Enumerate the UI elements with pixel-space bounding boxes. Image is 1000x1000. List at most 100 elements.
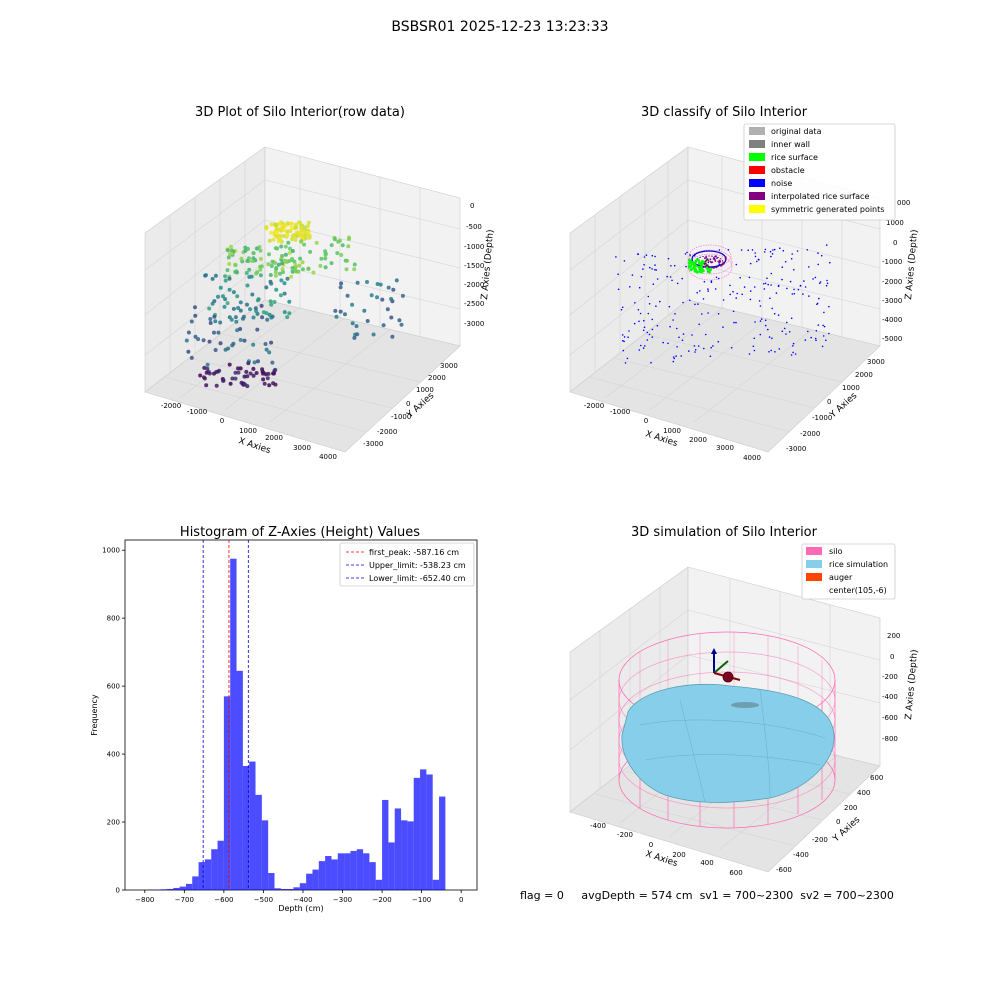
classify-rice-surface-point [688, 261, 691, 265]
raw-ytick: -2000 [377, 428, 397, 436]
raw-ytick: 3000 [440, 362, 458, 370]
raw-ytick: -1000 [391, 413, 411, 421]
histogram-bar [249, 761, 256, 890]
classify-interpolated-point [715, 255, 717, 258]
classify-ytick: -2000 [800, 430, 820, 438]
classify-ztick: -1000 [882, 258, 902, 266]
raw-data-point [228, 381, 233, 386]
classify-noise-point [792, 342, 795, 345]
raw-x-ticks: -2000 -1000 0 1000 2000 3000 4000 [161, 402, 337, 461]
classify-noise-point [764, 319, 767, 322]
classify-noise-point [729, 284, 731, 287]
raw-data-point [212, 314, 217, 319]
histogram-bar [299, 883, 307, 890]
classify-noise-point [758, 300, 761, 302]
raw-data-point [273, 270, 278, 275]
classify-noise-point [710, 280, 713, 282]
raw-data-point [226, 346, 231, 351]
classify-noise-point [793, 292, 796, 295]
histogram-bar [375, 879, 383, 890]
classify-noise-point [682, 301, 684, 304]
histogram-xtick-label: −700 [175, 896, 194, 904]
raw-data-point [298, 232, 303, 236]
raw-data-point [258, 267, 263, 272]
raw-data-point [261, 310, 266, 315]
classify-ztick: -4000 [882, 316, 902, 324]
classify-legend: original data inner wall rice surface obsta… [743, 123, 896, 221]
classify-noise-point [730, 347, 733, 349]
simulation-legend-swatch [806, 573, 822, 581]
classify-ztick-partial: 000 [897, 199, 910, 207]
histogram-bar [426, 774, 433, 890]
simulation-ytick: 200 [844, 804, 857, 812]
simulation-ytick: 0 [836, 818, 840, 826]
raw-data-point [290, 269, 295, 274]
raw-data-point [282, 310, 287, 315]
classify-noise-point [818, 282, 821, 285]
classify-legend-swatch [749, 179, 765, 187]
histogram-x-ticks: −800 −700 −600 −500 −400 −300 −200 −100 0 [135, 890, 463, 904]
raw-data-point [306, 267, 311, 271]
classify-xtick: -1000 [610, 408, 630, 416]
classify-noise-point [694, 351, 696, 353]
histogram-xtick-label: −200 [372, 896, 391, 904]
raw-data-point [244, 369, 249, 374]
classify-noise-point [717, 277, 720, 280]
classify-noise-point [694, 349, 697, 351]
classify-interpolated-point [712, 267, 715, 269]
raw-ztick: -1000 [464, 243, 484, 251]
classify-noise-point [693, 345, 696, 347]
classify-noise-point [676, 327, 678, 330]
raw-data-point [296, 220, 301, 225]
classify-noise-point [735, 263, 738, 266]
raw-xtick: -2000 [161, 402, 181, 410]
simulation-xtick: -200 [617, 831, 633, 839]
classify-rice-surface-point [699, 261, 702, 265]
classify-noise-point [736, 292, 738, 295]
classify-noise-point [707, 261, 710, 264]
raw-data-point [262, 381, 267, 386]
classify-noise-point [754, 252, 756, 254]
classify-noise-point [814, 337, 817, 340]
classify-noise-point [828, 305, 830, 308]
raw-data-point [236, 306, 241, 310]
classify-noise-point [793, 288, 795, 291]
raw-data-point [210, 301, 215, 306]
raw-data-point [274, 265, 279, 270]
classify-legend-label: inner wall [771, 140, 810, 149]
raw-data-point [251, 342, 256, 347]
classify-noise-point [790, 354, 793, 356]
simulation-legend-label: rice simulation [829, 560, 888, 569]
classify-interpolated-point [705, 256, 708, 259]
raw-data-point [250, 292, 255, 297]
raw-data-point [231, 306, 236, 311]
classify-noise-point [672, 360, 675, 363]
classify-rice-surface-point [694, 260, 698, 263]
raw-data-point [235, 270, 239, 275]
classify-noise-point [729, 293, 731, 296]
classify-xtick: 4000 [743, 454, 761, 462]
classify-noise-point [789, 280, 792, 283]
raw-data-point [273, 246, 278, 251]
classify-noise-point [638, 320, 640, 323]
raw-data-point [255, 298, 260, 303]
raw-data-point [215, 369, 220, 374]
classify-ytick: -1000 [812, 414, 832, 422]
raw-data-point [218, 320, 223, 325]
classify-noise-point [826, 279, 828, 282]
classify-xtick: 2000 [689, 436, 707, 444]
raw-data-point [340, 243, 345, 248]
classify-noise-point [817, 252, 819, 254]
classify-noise-point [782, 249, 785, 252]
raw-data-point [202, 365, 207, 370]
histogram-ytick-label: 400 [107, 751, 120, 759]
raw-data-point [286, 240, 291, 245]
classify-rice-surface-point [689, 268, 693, 272]
classify-noise-point [806, 249, 809, 251]
classify-noise-point [703, 280, 706, 283]
histogram-bar [401, 820, 408, 890]
histogram-bars [147, 558, 446, 890]
classify-noise-point [656, 324, 659, 327]
raw-data-point [208, 317, 213, 321]
classify-noise-point [710, 281, 713, 284]
